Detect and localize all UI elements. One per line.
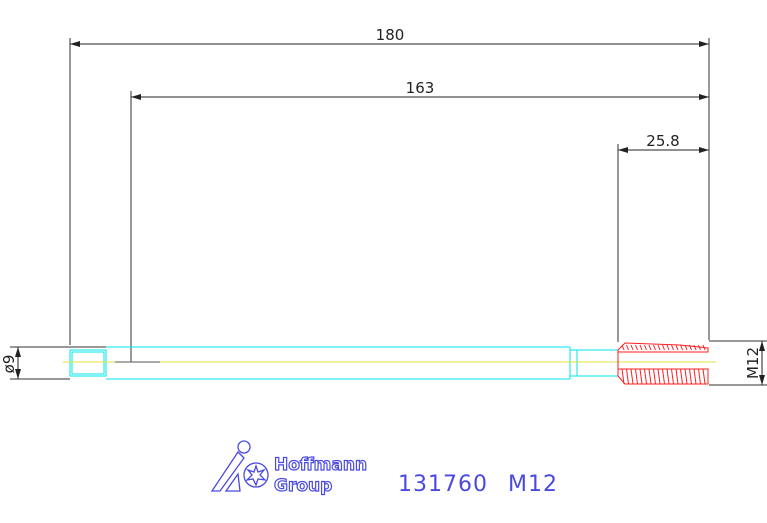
- dim-163-label: 163: [406, 79, 435, 97]
- logo-text-hoffmann: Hoffmann: [274, 455, 367, 475]
- thread-tooth: [621, 344, 625, 385]
- thread-tooth: [657, 344, 661, 385]
- thread-tooth: [653, 344, 656, 385]
- thread-tooth: [635, 344, 638, 385]
- thread: [617, 342, 709, 385]
- extension-lines: [10, 38, 767, 386]
- tap-shank: [69, 346, 618, 380]
- thread-tooth: [684, 344, 688, 385]
- hoffmann-group-logo: [210, 440, 269, 492]
- dim-25-8-label: 25.8: [646, 132, 679, 150]
- thread-tooth: [666, 344, 670, 385]
- thread-tooth: [662, 344, 665, 385]
- thread-tooth: [675, 344, 679, 385]
- thread-tooth: [698, 344, 701, 385]
- dim-180-label: 180: [376, 26, 405, 44]
- part-size: M12: [508, 472, 558, 497]
- part-number: 131760: [398, 472, 488, 497]
- thread-tooth: [702, 344, 706, 385]
- logo-text-group: Group: [274, 476, 332, 496]
- thread-tooth: [680, 344, 683, 385]
- thread-tooth: [648, 344, 652, 385]
- thread-tooth: [639, 344, 643, 385]
- thread-tooth: [626, 344, 629, 385]
- thread-tooth: [630, 344, 634, 385]
- dim-m12-label: M12: [744, 347, 762, 379]
- thread-tooth: [689, 344, 692, 385]
- dim-d9-label: ø9: [0, 355, 18, 374]
- thread-tooth: [671, 344, 674, 385]
- thread-tooth: [693, 344, 697, 385]
- thread-tooth: [644, 344, 647, 385]
